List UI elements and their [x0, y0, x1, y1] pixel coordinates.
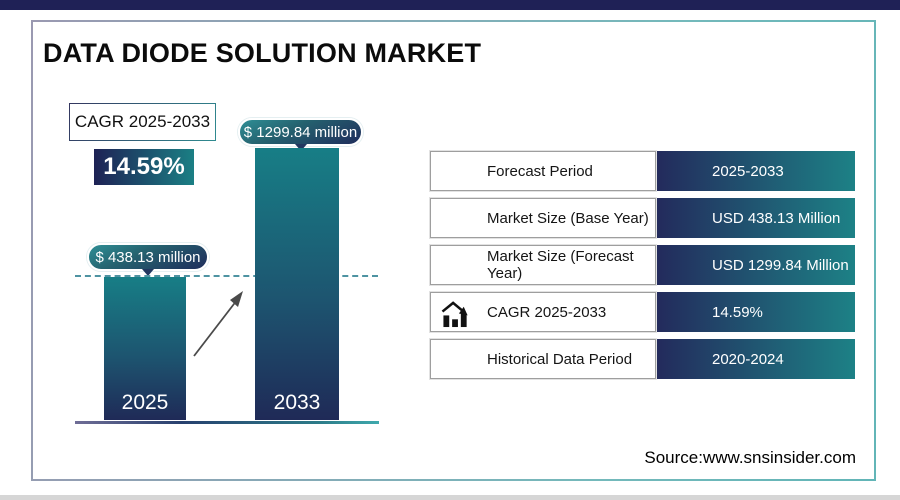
- row-value: USD 438.13 Million: [712, 209, 841, 227]
- row-label-cell: Market Size (Forecast Year): [430, 245, 656, 285]
- cagr-label-box: CAGR 2025-2033: [69, 103, 216, 141]
- table-row: Market Size (Base Year) USD 438.13 Milli…: [430, 198, 855, 238]
- row-value-cell: USD 1299.84 Million: [656, 245, 855, 285]
- row-label: Historical Data Period: [487, 350, 633, 368]
- table-row: Historical Data Period 2020-2024: [430, 339, 855, 379]
- row-label-cell: Historical Data Period: [430, 339, 656, 379]
- cagr-value-box: 14.59%: [94, 149, 194, 185]
- row-value: 2025-2033: [712, 162, 784, 180]
- row-value-cell: 14.59%: [656, 292, 855, 332]
- growth-arrow-icon: [193, 291, 243, 357]
- row-label-cell: Forecast Period: [430, 151, 656, 191]
- top-accent-bar: [0, 0, 900, 10]
- row-value-cell: 2025-2033: [656, 151, 855, 191]
- bar-value-callout-2033: $ 1299.84 million: [238, 118, 363, 146]
- summary-table: Forecast Period 2025-2033 Market Size (B…: [430, 151, 855, 386]
- table-row: Market Size (Forecast Year) USD 1299.84 …: [430, 245, 855, 285]
- row-label: Market Size (Base Year): [487, 209, 649, 227]
- row-value: 2020-2024: [712, 350, 784, 368]
- bar-value-callout-2025: $ 438.13 million: [87, 243, 209, 271]
- table-row: CAGR 2025-2033 14.59%: [430, 292, 855, 332]
- row-value: USD 1299.84 Million: [712, 256, 849, 274]
- cagr-label: CAGR 2025-2033: [74, 112, 211, 131]
- row-label-cell: Market Size (Base Year): [430, 198, 656, 238]
- bottom-strip: [0, 495, 900, 500]
- bar-2025: 2025: [104, 277, 186, 420]
- row-label: Forecast Period: [487, 162, 593, 180]
- row-label-cell: CAGR 2025-2033: [430, 292, 656, 332]
- source-text: Source:www.snsinsider.com: [644, 448, 856, 467]
- page-title: DATA DIODE SOLUTION MARKET: [43, 38, 482, 68]
- row-value-cell: 2020-2024: [656, 339, 855, 379]
- callout-text-2025: $ 438.13 million: [95, 248, 201, 266]
- row-value: 14.59%: [712, 303, 763, 321]
- row-label: CAGR 2025-2033: [487, 303, 607, 321]
- declining-bar-chart-icon: [441, 301, 468, 328]
- bar-year-label-2033: 2033: [273, 391, 321, 414]
- row-value-cell: USD 438.13 Million: [656, 198, 855, 238]
- bar-2033: 2033: [255, 148, 339, 420]
- cagr-value: 14.59%: [103, 153, 185, 180]
- row-label: Market Size (Forecast Year): [487, 248, 634, 282]
- dashed-threshold-line: [75, 275, 378, 277]
- bar-year-label-2025: 2025: [121, 391, 169, 414]
- table-row: Forecast Period 2025-2033: [430, 151, 855, 191]
- chart-baseline: [75, 421, 379, 424]
- callout-text-2033: $ 1299.84 million: [243, 123, 358, 141]
